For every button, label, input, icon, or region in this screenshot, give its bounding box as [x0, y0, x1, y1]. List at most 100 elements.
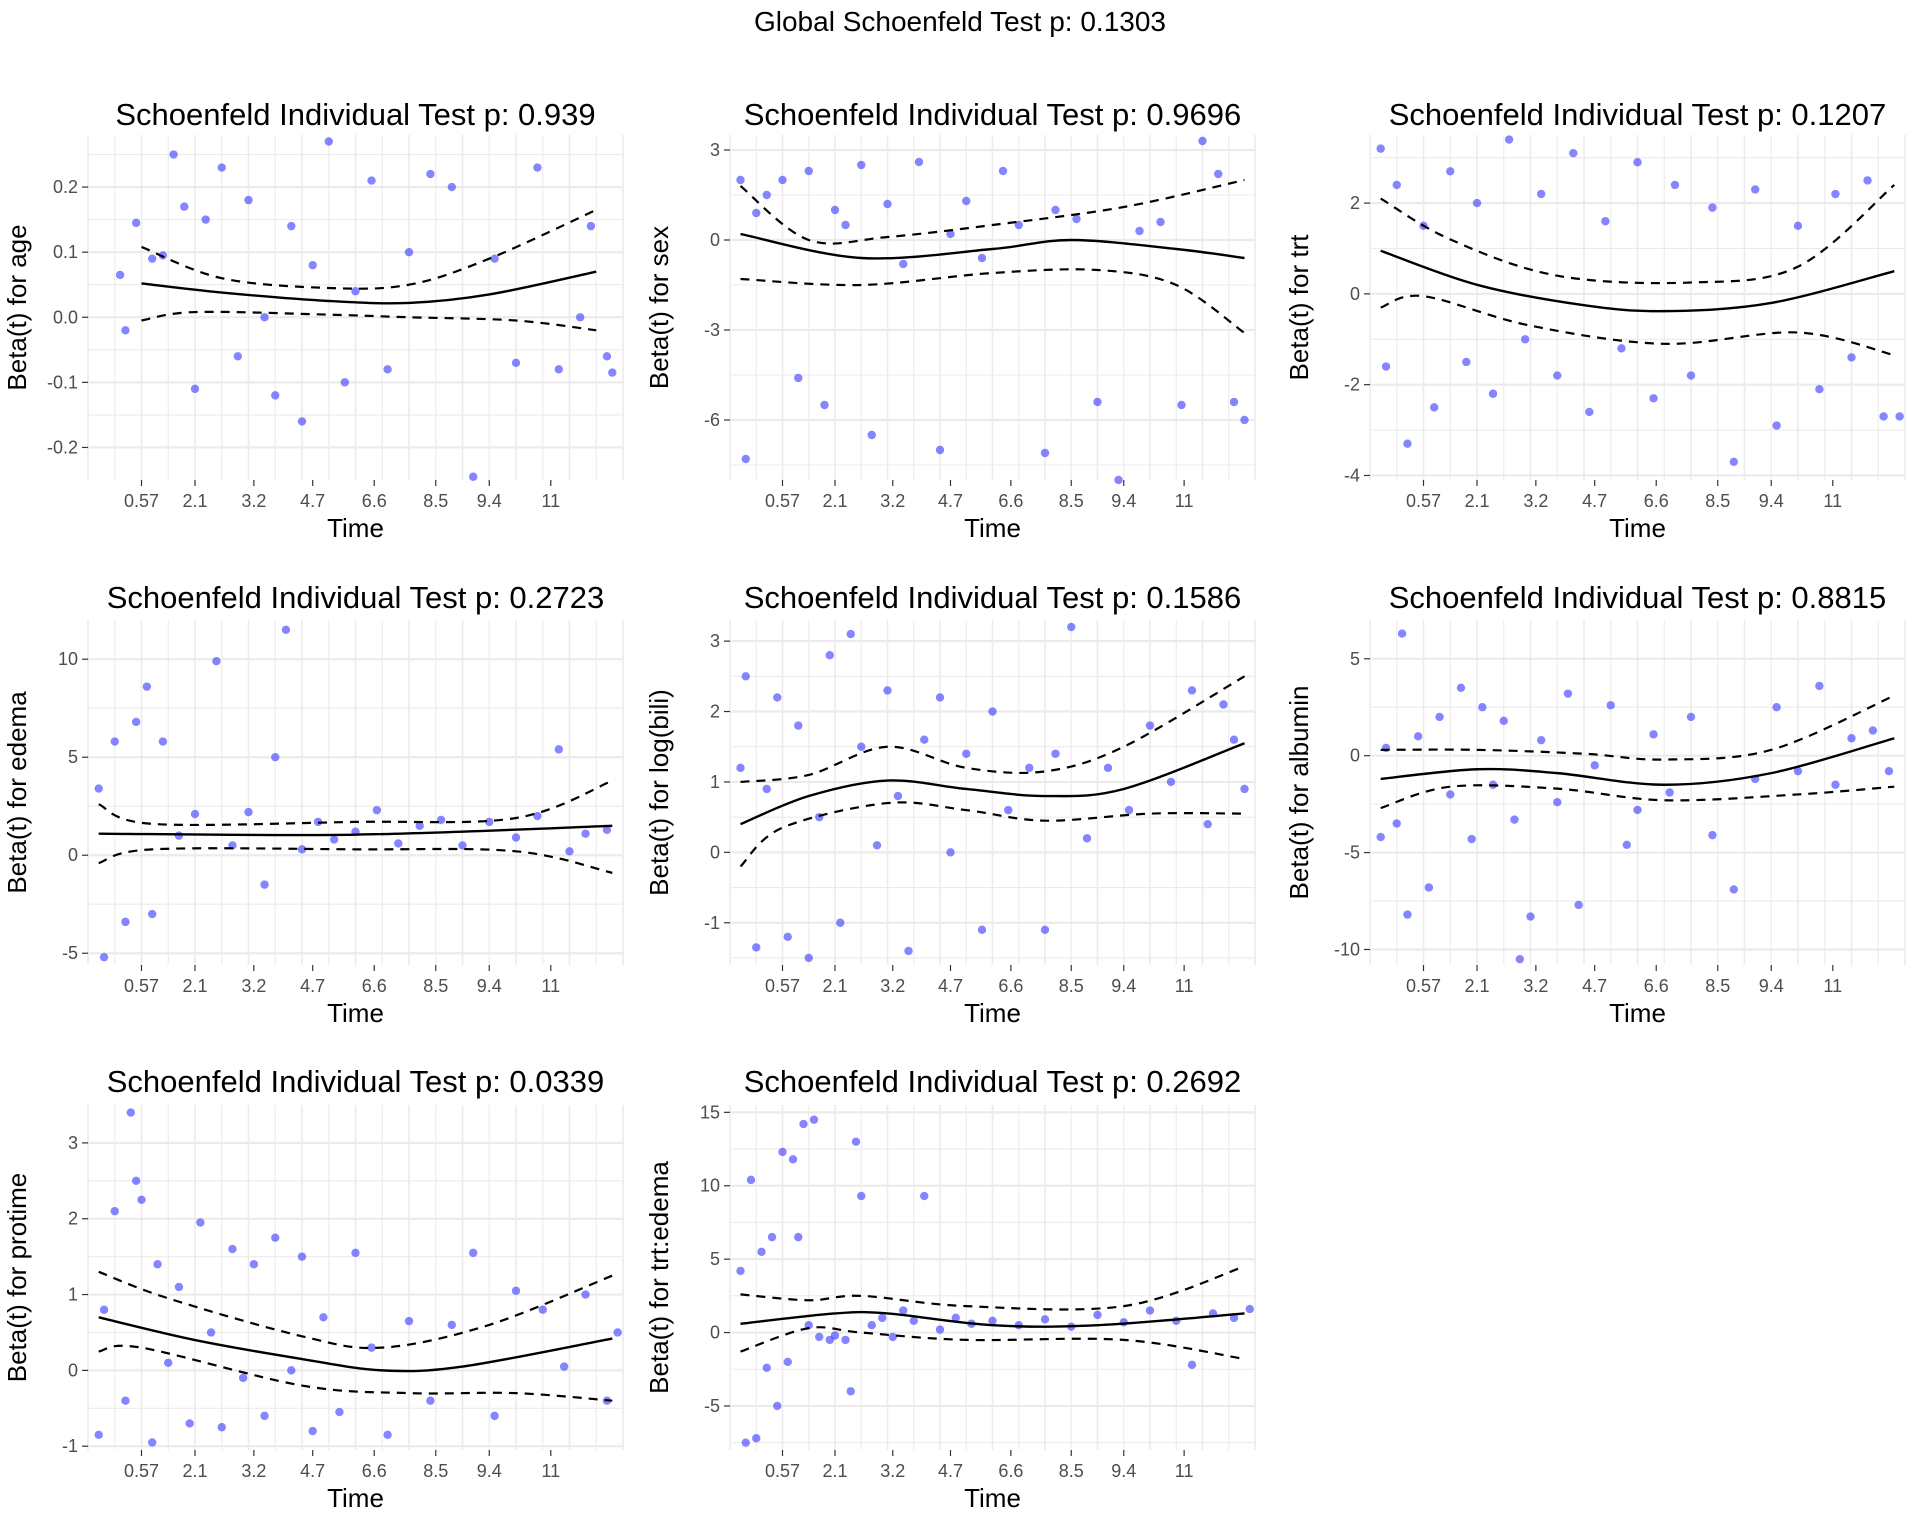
- y-tick-label: 1: [68, 1285, 78, 1305]
- data-point: [804, 953, 813, 963]
- x-tick-label: 11: [541, 1461, 560, 1481]
- data-point: [1793, 221, 1803, 230]
- data-point: [1868, 726, 1878, 735]
- data-point: [329, 835, 339, 844]
- data-point: [511, 358, 521, 368]
- x-tick-label: 4.7: [300, 1461, 325, 1481]
- data-point: [857, 160, 866, 170]
- x-tick-label: 3.2: [880, 1461, 905, 1481]
- data-point: [1649, 730, 1658, 739]
- data-point: [778, 175, 787, 185]
- data-point: [313, 817, 323, 827]
- data-point: [841, 220, 850, 230]
- data-point: [308, 1426, 317, 1436]
- data-point: [794, 373, 803, 383]
- data-point: [271, 753, 280, 762]
- data-point: [99, 1305, 109, 1314]
- ci-lower-line: [740, 1326, 1245, 1361]
- data-point: [977, 925, 987, 934]
- x-tick-label: 2.1: [822, 491, 847, 511]
- data-point: [297, 417, 307, 426]
- data-point: [888, 1332, 897, 1342]
- panel-6: 5 0 -5 -10 0.57 2.1 3.2 4.7 6.6 8.5 9.4 11 Time Beta(…: [1284, 580, 1906, 1028]
- data-point: [778, 1147, 787, 1157]
- panel-title: Schoenfeld Individual Test p: 0.2692: [744, 1064, 1242, 1099]
- smooth-line: [98, 824, 613, 837]
- data-point: [511, 1286, 521, 1295]
- x-tick-label: 9.4: [1759, 976, 1784, 996]
- data-point: [1187, 686, 1197, 695]
- data-point: [1014, 220, 1023, 230]
- data-point: [809, 1115, 819, 1124]
- x-tick-label: 4.7: [938, 491, 963, 511]
- data-point: [951, 1313, 960, 1323]
- data-point: [998, 166, 1008, 176]
- data-point: [260, 880, 269, 889]
- data-point: [1815, 385, 1824, 394]
- data-point: [148, 1438, 157, 1447]
- data-point: [1240, 784, 1249, 794]
- y-tick-label: -5: [1344, 843, 1360, 863]
- data-point: [1397, 629, 1407, 638]
- x-tick-label: 3.2: [880, 491, 905, 511]
- data-point: [94, 784, 103, 793]
- data-point: [977, 253, 987, 263]
- x-tick-label: 8.5: [1059, 976, 1084, 996]
- data-point: [613, 1328, 622, 1337]
- data-point: [469, 472, 478, 481]
- data-point: [335, 1407, 344, 1417]
- x-tick-label: 6.6: [1644, 491, 1669, 511]
- data-point: [1040, 925, 1050, 934]
- y-tick-label: -1: [62, 1436, 78, 1456]
- panel-title: Schoenfeld Individual Test p: 0.939: [115, 97, 595, 132]
- data-point: [1240, 415, 1249, 425]
- data-point: [825, 651, 834, 660]
- x-tick-label: 4.7: [938, 976, 963, 996]
- x-axis-title: Time: [327, 1483, 384, 1513]
- data-point: [1649, 394, 1658, 403]
- data-point: [851, 1137, 861, 1146]
- panel-3: 2 0 -2 -4 0.57 2.1 3.2 4.7 6.6 8.5 9.4 11 Time Beta(t…: [1284, 97, 1906, 543]
- data-point: [1051, 205, 1060, 215]
- x-axis-title: Time: [964, 1483, 1021, 1513]
- data-point: [1569, 148, 1578, 158]
- smooth-line: [1380, 737, 1895, 786]
- data-point: [185, 1419, 194, 1428]
- smooth-line: [98, 1316, 613, 1373]
- data-point: [121, 326, 130, 335]
- y-axis-title: Beta(t) for sex: [644, 226, 674, 389]
- data-point: [260, 1411, 269, 1421]
- data-point: [233, 352, 242, 361]
- data-point: [1510, 815, 1519, 824]
- data-point: [914, 157, 924, 167]
- y-tick-label: 3: [68, 1133, 78, 1153]
- x-tick-label: 2.1: [822, 976, 847, 996]
- data-point: [935, 445, 945, 455]
- x-tick-label: 11: [1823, 976, 1842, 996]
- panel-2: 3 0 -3 -6 0.57 2.1 3.2 4.7 6.6 8.5 9.4 11 Time Beta(t…: [644, 97, 1256, 543]
- data-point: [190, 384, 200, 394]
- data-point: [794, 721, 803, 730]
- panel-4: 10 5 0 -5 0.57 2.1 3.2 4.7 6.6 8.5 9.4 11 Time Beta(t…: [2, 580, 624, 1028]
- data-point: [1478, 703, 1487, 712]
- data-point: [762, 784, 771, 794]
- data-point: [426, 1396, 435, 1405]
- data-point: [404, 1316, 414, 1326]
- x-tick-label: 2.1: [1464, 491, 1489, 511]
- data-point: [1633, 158, 1642, 167]
- data-point: [324, 137, 333, 146]
- data-point: [1381, 362, 1391, 371]
- x-tick-label: 9.4: [477, 491, 502, 511]
- data-point: [1040, 1315, 1050, 1324]
- ci-upper-line: [1380, 694, 1895, 761]
- panel-title: Schoenfeld Individual Test p: 0.2723: [107, 580, 605, 615]
- data-point: [1815, 681, 1824, 691]
- data-point: [271, 391, 280, 400]
- data-point: [1488, 389, 1498, 398]
- x-tick-label: 0.57: [1406, 491, 1441, 511]
- x-axis-title: Time: [1609, 513, 1666, 543]
- y-tick-label: -2: [1344, 375, 1360, 395]
- y-axis-title: Beta(t) for age: [2, 224, 32, 390]
- x-tick-label: 8.5: [1705, 976, 1730, 996]
- data-point: [1504, 135, 1514, 144]
